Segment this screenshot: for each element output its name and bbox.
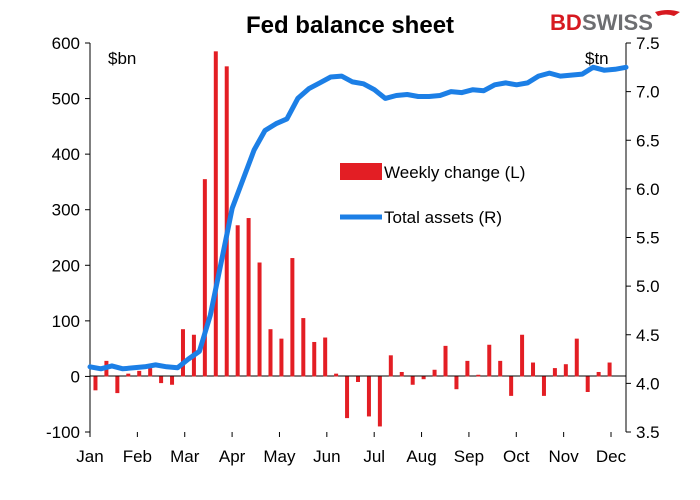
weekly-change-bar xyxy=(93,376,98,391)
weekly-change-bar xyxy=(585,376,590,392)
legend: Weekly change (L) Total assets (R) xyxy=(340,163,525,227)
left-unit-label: $bn xyxy=(108,49,136,68)
weekly-change-bars xyxy=(93,51,612,427)
weekly-change-bar xyxy=(224,66,229,377)
weekly-change-bar xyxy=(563,364,568,377)
bdswiss-logo: BD SWISS xyxy=(550,10,680,35)
weekly-change-bar xyxy=(520,334,525,377)
x-tick-label: Jun xyxy=(313,447,340,466)
x-tick-label: Dec xyxy=(596,447,627,466)
weekly-change-bar xyxy=(345,376,350,419)
legend-bar-swatch xyxy=(340,163,382,180)
right-tick-label: 3.5 xyxy=(636,423,660,442)
left-tick-label: 200 xyxy=(52,256,80,275)
weekly-change-bar xyxy=(377,376,382,427)
weekly-change-bar xyxy=(334,373,339,377)
right-tick-label: 5.5 xyxy=(636,229,660,248)
weekly-change-bar xyxy=(432,369,437,377)
weekly-change-bar xyxy=(552,368,557,377)
logo-bd-text: BD xyxy=(550,10,582,35)
right-tick-label: 4.5 xyxy=(636,326,660,345)
left-tick-label: 400 xyxy=(52,145,80,164)
x-tick-label: Nov xyxy=(549,447,580,466)
right-tick-label: 5.0 xyxy=(636,277,660,296)
left-tick-label: 100 xyxy=(52,312,80,331)
weekly-change-bar xyxy=(126,373,131,377)
weekly-change-bar xyxy=(148,368,153,377)
weekly-change-bar xyxy=(202,179,207,377)
x-tick-label: May xyxy=(263,447,296,466)
right-tick-label: 7.0 xyxy=(636,83,660,102)
x-tick-label: Mar xyxy=(170,447,200,466)
weekly-change-bar xyxy=(607,362,612,377)
weekly-change-bar xyxy=(312,341,317,377)
chart-title: Fed balance sheet xyxy=(246,12,454,39)
weekly-change-bar xyxy=(268,329,273,377)
x-axis-ticks: Jan Feb Mar Apr May Jun Jul Aug Sep Oct Nov Dec xyxy=(76,432,627,466)
weekly-change-bar xyxy=(356,376,360,382)
weekly-change-bar xyxy=(487,344,492,377)
weekly-change-bar xyxy=(596,371,601,377)
weekly-change-bar xyxy=(279,338,284,377)
weekly-change-bar xyxy=(257,262,262,377)
weekly-change-bar xyxy=(159,376,164,384)
weekly-change-bar xyxy=(541,376,546,396)
weekly-change-bar xyxy=(531,362,536,377)
weekly-change-bar xyxy=(399,371,404,377)
weekly-change-bar xyxy=(454,376,459,390)
x-tick-label: Apr xyxy=(219,447,246,466)
weekly-change-bar xyxy=(115,376,120,394)
right-unit-label: $tn xyxy=(585,49,609,68)
weekly-change-bar xyxy=(509,376,514,396)
x-tick-label: Jul xyxy=(363,447,385,466)
right-tick-label: 4.0 xyxy=(636,374,660,393)
weekly-change-bar xyxy=(574,338,579,377)
weekly-change-bar xyxy=(388,355,393,377)
x-tick-label: Oct xyxy=(503,447,530,466)
weekly-change-bar xyxy=(170,376,175,385)
weekly-change-bar xyxy=(498,360,503,377)
weekly-change-bar xyxy=(246,218,251,377)
right-tick-label: 7.5 xyxy=(636,34,660,53)
x-tick-label: Aug xyxy=(406,447,436,466)
weekly-change-bar xyxy=(323,337,328,377)
x-tick-label: Jan xyxy=(76,447,103,466)
left-tick-label: 300 xyxy=(52,201,80,220)
weekly-change-bar xyxy=(410,376,415,385)
weekly-change-bar xyxy=(235,225,240,377)
weekly-change-bar xyxy=(465,360,470,377)
left-tick-label: -100 xyxy=(46,423,80,442)
left-tick-label: 500 xyxy=(52,90,80,109)
weekly-change-bar xyxy=(476,374,481,377)
weekly-change-bar xyxy=(290,258,295,377)
x-tick-label: Sep xyxy=(454,447,484,466)
x-tick-label: Feb xyxy=(123,447,152,466)
logo-swoosh-icon xyxy=(655,10,680,16)
weekly-change-bar xyxy=(443,345,448,377)
left-tick-label: 0 xyxy=(71,367,80,386)
weekly-change-bar xyxy=(366,376,371,417)
right-axis-ticks: 3.5 4.0 4.5 5.0 5.5 6.0 6.5 7.0 7.5 xyxy=(626,34,660,442)
left-tick-label: 600 xyxy=(52,34,80,53)
logo-swiss-text: SWISS xyxy=(582,10,653,35)
total-assets-line xyxy=(87,64,629,372)
weekly-change-bar xyxy=(213,51,218,377)
left-axis-ticks: -100 0 100 200 300 400 500 600 xyxy=(46,34,90,442)
legend-line-label: Total assets (R) xyxy=(384,208,502,227)
weekly-change-bar xyxy=(421,376,426,380)
weekly-change-bar xyxy=(301,318,306,377)
weekly-change-bar xyxy=(180,329,185,377)
right-tick-label: 6.0 xyxy=(636,180,660,199)
right-tick-label: 6.5 xyxy=(636,131,660,150)
legend-bar-label: Weekly change (L) xyxy=(384,163,525,182)
weekly-change-bar xyxy=(137,370,142,377)
